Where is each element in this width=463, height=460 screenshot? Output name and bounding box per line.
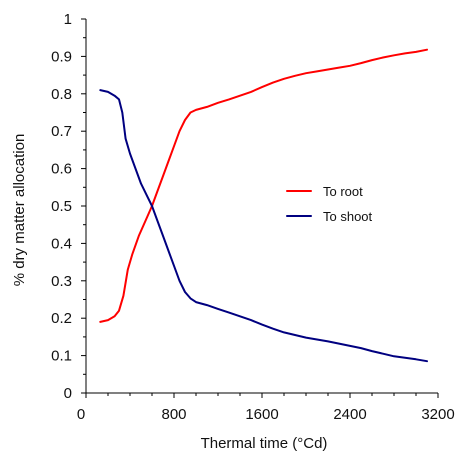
legend: To root To shoot [286, 184, 373, 224]
y-tick-label: 1 [64, 11, 72, 28]
x-tick-label: 3200 [421, 406, 454, 423]
series-line-to-root [99, 48, 428, 323]
y-tick-label: 0.4 [51, 235, 72, 252]
legend-label-to-shoot: To shoot [323, 209, 373, 224]
y-tick-label: 0.3 [51, 273, 72, 290]
series-lines [99, 48, 428, 363]
y-axis-title: % dry matter allocation [11, 134, 28, 287]
x-tick-label: 800 [161, 406, 186, 423]
axis-ticks: 0 0.1 0.2 0.3 0.4 0.5 0.6 0.7 0.8 0.9 1 0 800 1600 240… [51, 11, 455, 423]
y-tick-label: 0 [64, 385, 72, 402]
y-tick-label: 0.8 [51, 86, 72, 103]
y-tick-label: 0.9 [51, 48, 72, 65]
y-tick-label: 0.6 [51, 161, 72, 178]
y-tick-label: 0.5 [51, 198, 72, 215]
y-tick-label: 0.1 [51, 348, 72, 365]
x-tick-label: 0 [77, 406, 85, 423]
y-tick-label: 0.2 [51, 310, 72, 327]
series-line-to-shoot [99, 89, 428, 363]
x-tick-label: 1600 [245, 406, 278, 423]
x-axis-title: Thermal time (°Cd) [201, 435, 328, 452]
y-tick-label: 0.7 [51, 123, 72, 140]
legend-label-to-root: To root [323, 184, 363, 199]
x-tick-label: 2400 [333, 406, 366, 423]
